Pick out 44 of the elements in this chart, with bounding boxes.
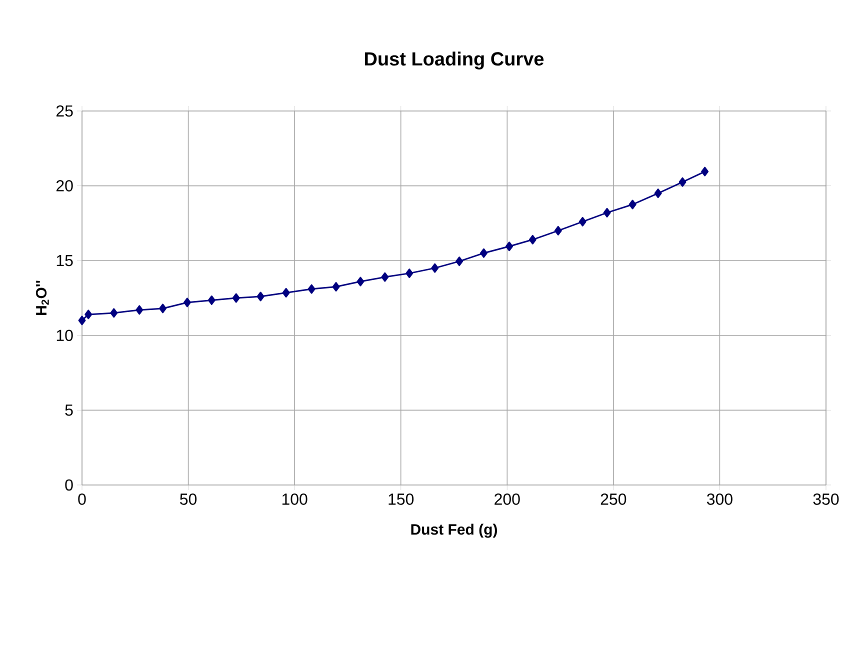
chart-title: Dust Loading Curve [365, 52, 544, 70]
x-tick-label: 150 [388, 494, 414, 505]
point [603, 208, 611, 218]
point [308, 284, 316, 294]
point [578, 216, 586, 226]
point [381, 272, 389, 282]
point [282, 288, 290, 298]
point [506, 242, 514, 252]
point [356, 276, 364, 286]
x-tick-label: 350 [813, 494, 839, 505]
x-tick-label: 100 [282, 494, 308, 505]
point [159, 304, 167, 314]
point [78, 316, 86, 326]
x-tick-label: 0 [78, 494, 86, 505]
point [110, 308, 118, 318]
point [431, 263, 439, 273]
x-tick-label: 300 [706, 494, 732, 505]
y-tick-label: 25 [56, 105, 73, 117]
point [456, 256, 464, 266]
point [480, 248, 488, 258]
point [528, 234, 536, 244]
point [406, 268, 414, 278]
x-tick-label: 250 [600, 494, 626, 505]
x-tick-label: 50 [180, 494, 197, 505]
y-tick-label: 10 [56, 330, 73, 342]
point [332, 282, 340, 292]
y-tick-label: 5 [65, 404, 73, 416]
x-tick-label: 200 [494, 494, 520, 505]
point [628, 200, 636, 210]
point [183, 298, 191, 308]
point [136, 305, 144, 315]
y-tick-label: 15 [56, 255, 73, 266]
point [208, 295, 216, 305]
x-axis-title: Dust Fed (g) [411, 524, 497, 538]
point [554, 226, 562, 236]
y-tick-label: 20 [56, 180, 73, 192]
point [256, 292, 264, 302]
point [654, 188, 662, 198]
point [232, 293, 240, 303]
y-tick-label: 0 [65, 479, 73, 491]
point [678, 177, 686, 187]
point [701, 166, 709, 176]
point [84, 310, 92, 320]
y-axis-title: H$_{2}$O'' [36, 280, 49, 315]
